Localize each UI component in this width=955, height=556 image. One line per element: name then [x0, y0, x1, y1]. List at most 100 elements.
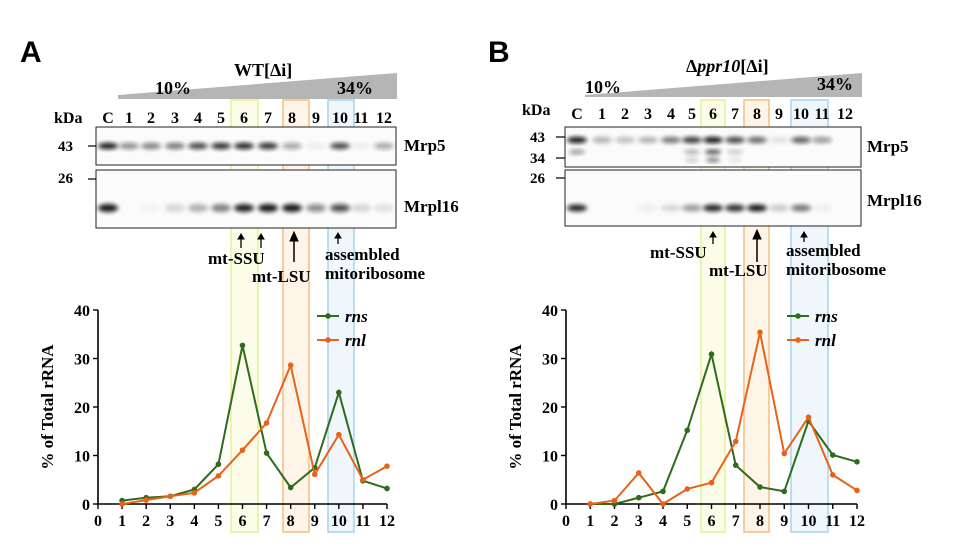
blot-band: [567, 136, 587, 144]
blot-band: [211, 204, 231, 212]
y-tick-label: 20: [542, 400, 558, 417]
lane-label: 7: [264, 110, 272, 127]
strain-suffix-a: [Δi]: [264, 60, 292, 80]
blot-band: [703, 204, 723, 212]
arrow-mito-b: [800, 231, 808, 242]
blot-band: [661, 204, 681, 212]
blot-band: [812, 204, 832, 212]
x-tick-label: 10: [801, 513, 817, 530]
lane-label: 8: [753, 106, 761, 123]
bands-mrpl16-a: [98, 204, 394, 212]
data-point-rnl: [287, 362, 294, 369]
gradient-high-label-a: 34%: [337, 78, 373, 98]
data-point-rns: [287, 484, 294, 491]
blot-band: [351, 142, 371, 150]
legend-marker-rns: [795, 313, 801, 319]
panel-letter-b: B: [488, 36, 510, 69]
blot-band: [141, 204, 161, 212]
blot-band: [330, 142, 350, 150]
lane-label: 11: [353, 110, 368, 127]
data-point-rnl: [191, 490, 198, 496]
x-tick-label: 6: [239, 513, 247, 530]
blot-band: [374, 204, 394, 212]
blot-band: [769, 136, 789, 144]
lane-label: 5: [217, 110, 225, 127]
arrow-mito-a: [334, 232, 342, 244]
data-point-rnl: [263, 420, 270, 426]
blot-band: [705, 149, 721, 155]
blot-band: [165, 204, 185, 212]
data-point-rnl: [635, 470, 642, 476]
lane-label: 4: [667, 106, 675, 123]
arrow-lsu-b: [752, 228, 762, 262]
blot-band: [165, 142, 185, 150]
data-point-rns: [635, 494, 642, 501]
data-point-rnl: [781, 450, 788, 457]
strain-label-a: WT[Δi]: [234, 60, 292, 80]
x-tick-label: 2: [611, 513, 619, 530]
x-tick-label: 5: [683, 513, 691, 530]
blot-band: [638, 136, 658, 144]
x-tick-label: 12: [379, 513, 395, 530]
data-point-rns: [684, 427, 691, 434]
blot-band: [567, 204, 587, 212]
lane-label: 2: [147, 110, 155, 127]
legend-label-rns: rns: [815, 307, 838, 326]
bands-mrpl16-b: [567, 204, 832, 212]
legend-label-rnl: rnl: [345, 331, 366, 350]
y-tick-label: 10: [74, 449, 90, 466]
data-point-rnl: [384, 463, 390, 469]
arrow-ssu-b: [709, 231, 717, 244]
lane-label: C: [571, 106, 583, 123]
y-tick-label: 30: [74, 352, 90, 369]
data-point-rns: [263, 450, 270, 456]
marker-43-a: 43: [58, 139, 73, 155]
x-tick-label: 6: [708, 513, 716, 530]
data-point-rnl: [143, 497, 149, 503]
blot-band: [98, 142, 118, 150]
y-tick-label: 10: [542, 449, 558, 466]
panel-a: A 10% 34% WT[Δi] kDa C 1 2 3 4 5 6 7 8 9 10 11 12 43…: [20, 36, 459, 533]
data-point-rns: [757, 484, 763, 490]
data-point-rns: [708, 351, 715, 357]
data-point-rns: [384, 485, 390, 492]
x-tick-label: 1: [118, 513, 126, 530]
x-tick-label: 4: [659, 513, 667, 530]
x-tick-label: 0: [562, 513, 570, 530]
blot-band: [234, 204, 254, 212]
data-point-rns: [239, 342, 246, 349]
data-point-rnl: [587, 501, 594, 507]
marker-26-a: 26: [58, 171, 74, 187]
x-tick-label: 5: [214, 513, 222, 530]
arrow-ssu-a: [237, 233, 265, 248]
blot-band: [351, 204, 371, 212]
strain-prefix-b: Δ: [686, 56, 697, 76]
y-tick-label: 0: [550, 497, 558, 514]
label-ssu-a: mt-SSU: [208, 249, 265, 268]
data-point-rns: [215, 461, 222, 468]
x-tick-label: 2: [142, 513, 150, 530]
x-tick-label: 3: [166, 513, 174, 530]
blot-band: [727, 149, 743, 155]
legend-marker-rnl: [325, 337, 331, 343]
blot-band: [330, 204, 350, 212]
lane-labels-a: C 1 2 3 4 5 6 7 8 9 10 11 12: [102, 110, 392, 127]
legend-marker-rns: [325, 313, 331, 319]
x-tick-label: 9: [311, 513, 319, 530]
blot-band: [682, 204, 702, 212]
lane-label: 6: [709, 106, 717, 123]
y-tick-label: 0: [82, 497, 90, 514]
data-point-rnl: [854, 487, 860, 494]
x-tick-label: 7: [732, 513, 740, 530]
lane-label: 12: [376, 110, 392, 127]
strain-label-b: Δppr10[Δi]: [686, 56, 769, 76]
blot-band: [188, 142, 208, 150]
label-mito-2-b: mitoribosome: [786, 260, 887, 279]
lane-label: 2: [621, 106, 629, 123]
bands-mrp5-b: [567, 136, 832, 163]
lane-label: 6: [240, 110, 248, 127]
blot-band: [728, 157, 742, 163]
blot-band: [685, 157, 699, 163]
lane-label: 3: [171, 110, 179, 127]
